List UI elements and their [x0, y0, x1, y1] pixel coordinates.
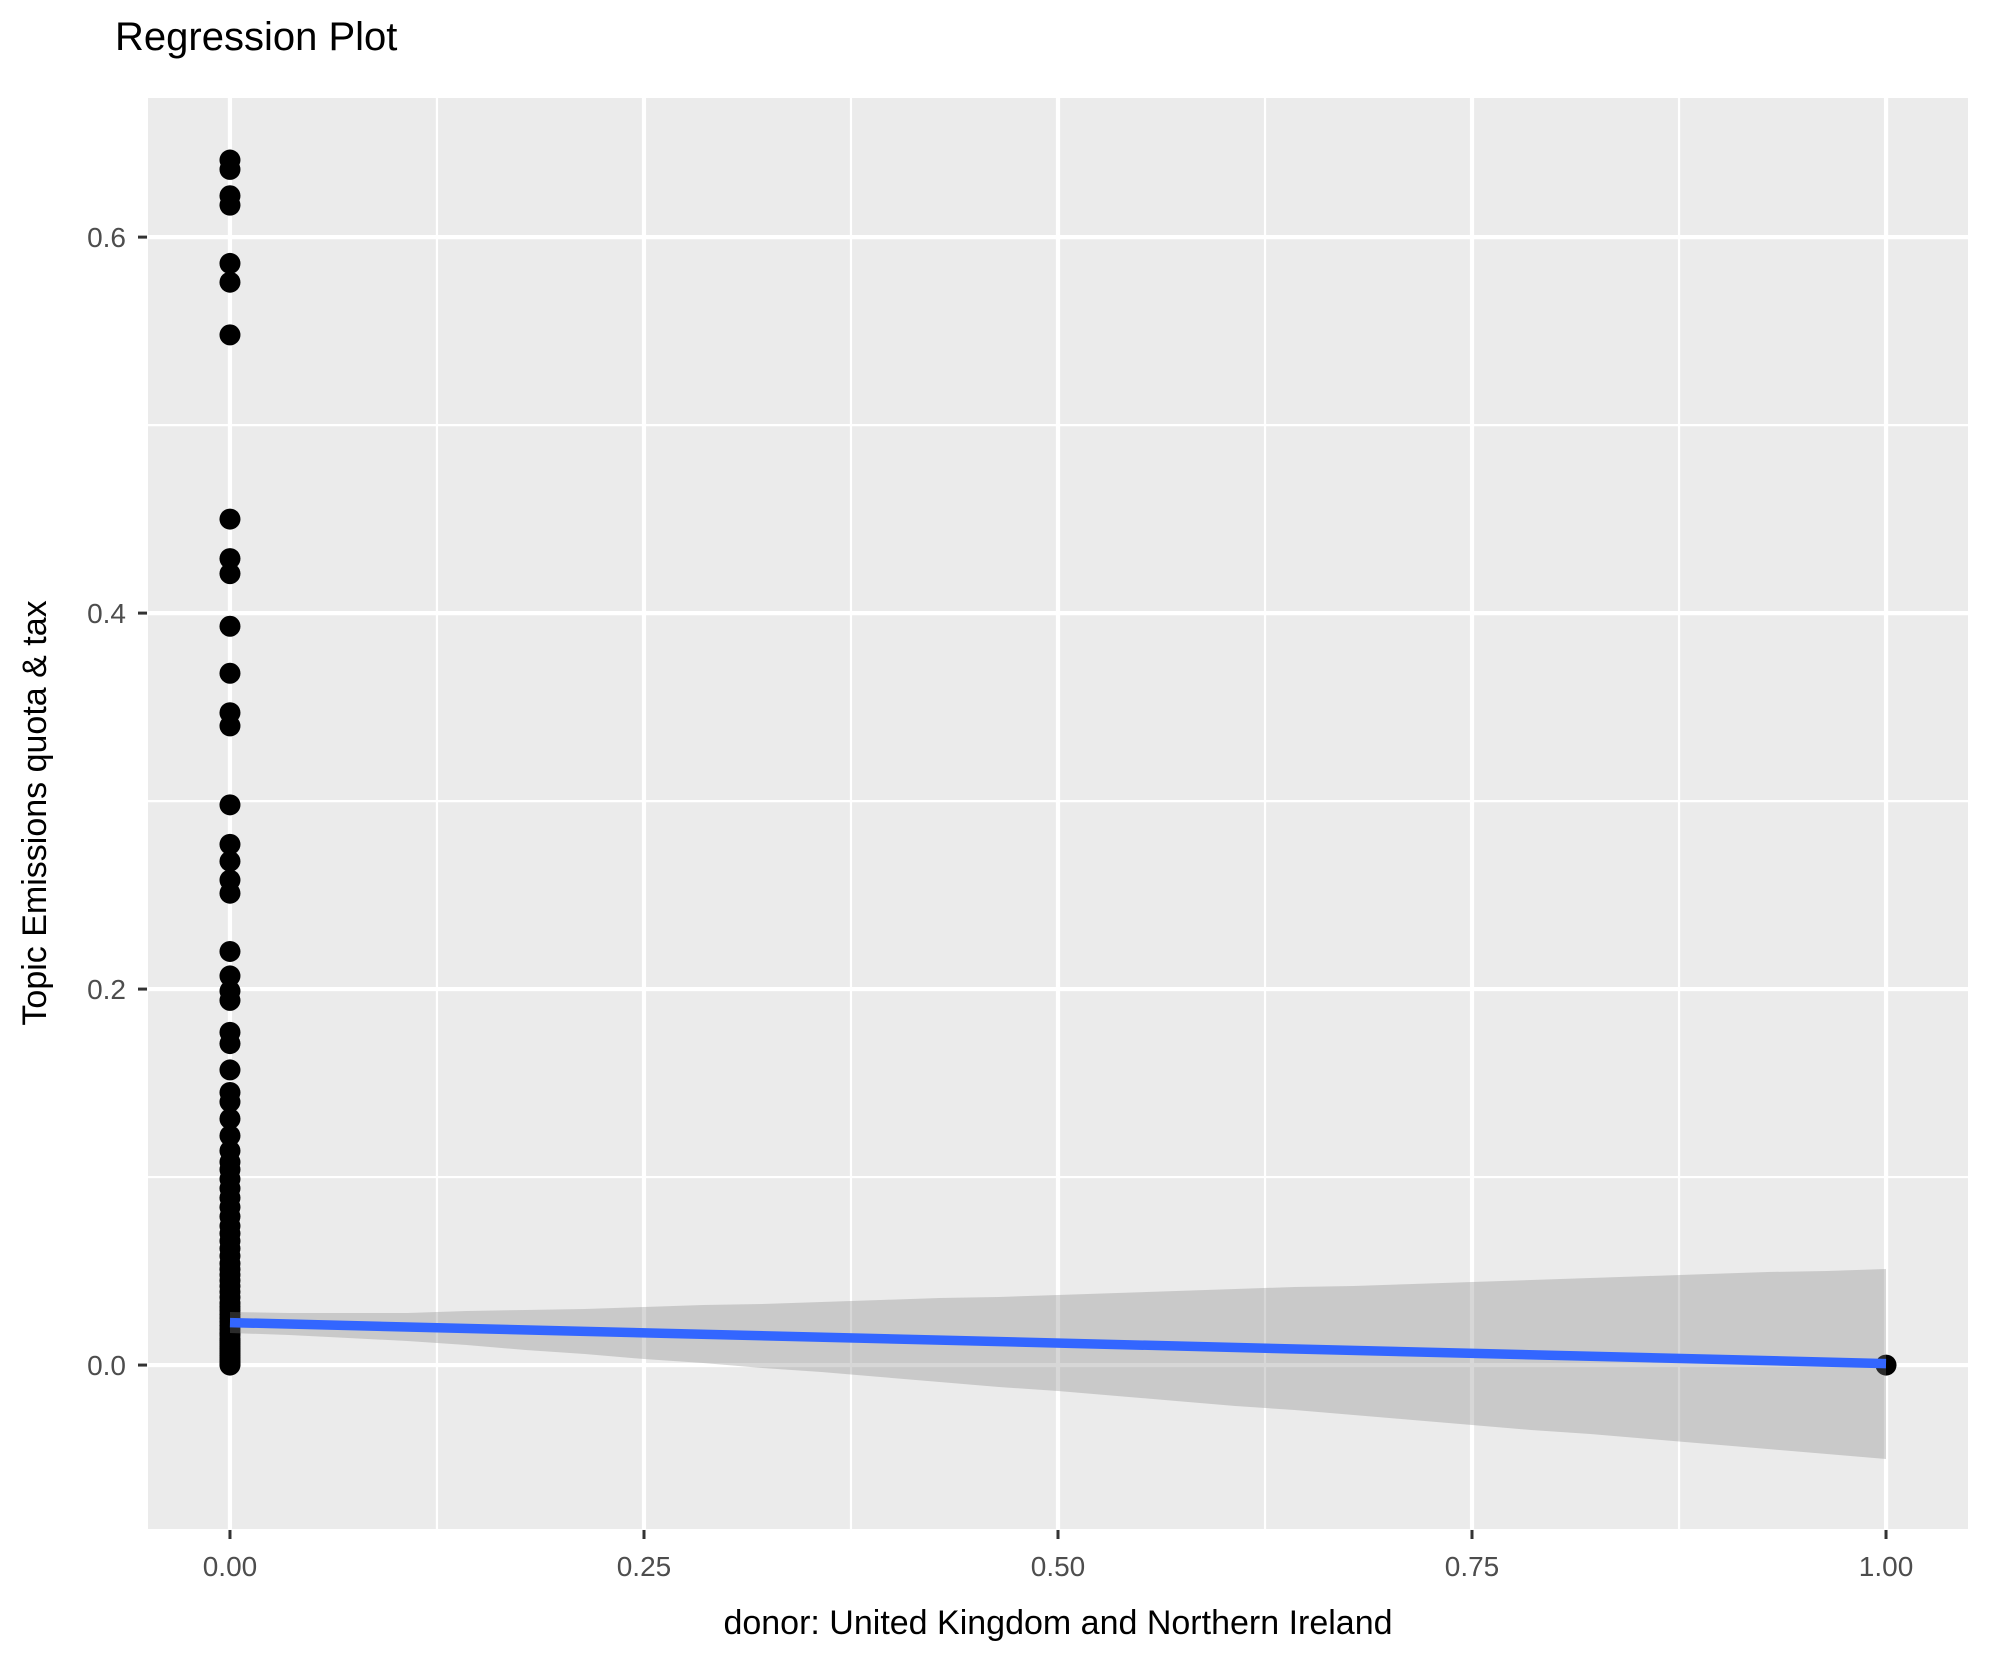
x-tick-label: 0.75 — [1445, 1551, 1500, 1582]
y-axis-label: Topic Emissions quota & tax — [16, 600, 54, 1025]
data-point — [219, 833, 241, 855]
data-point — [219, 563, 241, 585]
data-point — [219, 194, 241, 216]
x-axis-tick-labels: 0.00 0.25 0.50 0.75 1.00 — [203, 1551, 1914, 1582]
axis-tick-marks — [138, 235, 1888, 1539]
data-point — [219, 1059, 241, 1081]
data-point — [219, 1091, 241, 1113]
x-tick-label: 0.25 — [617, 1551, 672, 1582]
data-point — [219, 715, 241, 737]
data-point — [219, 615, 241, 637]
scatter-points — [219, 149, 1897, 1376]
x-tick-label: 0.50 — [1031, 1551, 1086, 1582]
data-point — [219, 662, 241, 684]
y-tick-label: 0.4 — [87, 598, 126, 629]
confidence-band — [230, 1269, 1886, 1459]
data-point — [219, 1033, 241, 1055]
data-point — [219, 271, 241, 293]
data-point — [219, 940, 241, 962]
x-tick-label: 1.00 — [1859, 1551, 1914, 1582]
data-point — [219, 882, 241, 904]
x-tick-label: 0.00 — [203, 1551, 258, 1582]
data-point — [219, 965, 241, 987]
data-point — [219, 794, 241, 816]
y-tick-label: 0.2 — [87, 974, 126, 1005]
data-point — [219, 324, 241, 346]
x-axis-label: donor: United Kingdom and Northern Irela… — [723, 1604, 1392, 1642]
data-point — [219, 508, 241, 530]
y-tick-label: 0.0 — [87, 1350, 126, 1381]
data-point — [219, 252, 241, 274]
data-point — [219, 1354, 241, 1376]
data-point — [219, 1125, 241, 1147]
regression-line — [229, 1317, 1887, 1369]
data-point — [219, 1108, 241, 1130]
data-point — [219, 989, 241, 1011]
y-axis-tick-labels: 0.0 0.2 0.4 0.6 — [87, 222, 126, 1381]
data-point — [219, 548, 241, 570]
data-point — [219, 158, 241, 180]
plot-title: Regression Plot — [115, 15, 397, 59]
y-tick-label: 0.6 — [87, 222, 126, 253]
data-point — [219, 850, 241, 872]
